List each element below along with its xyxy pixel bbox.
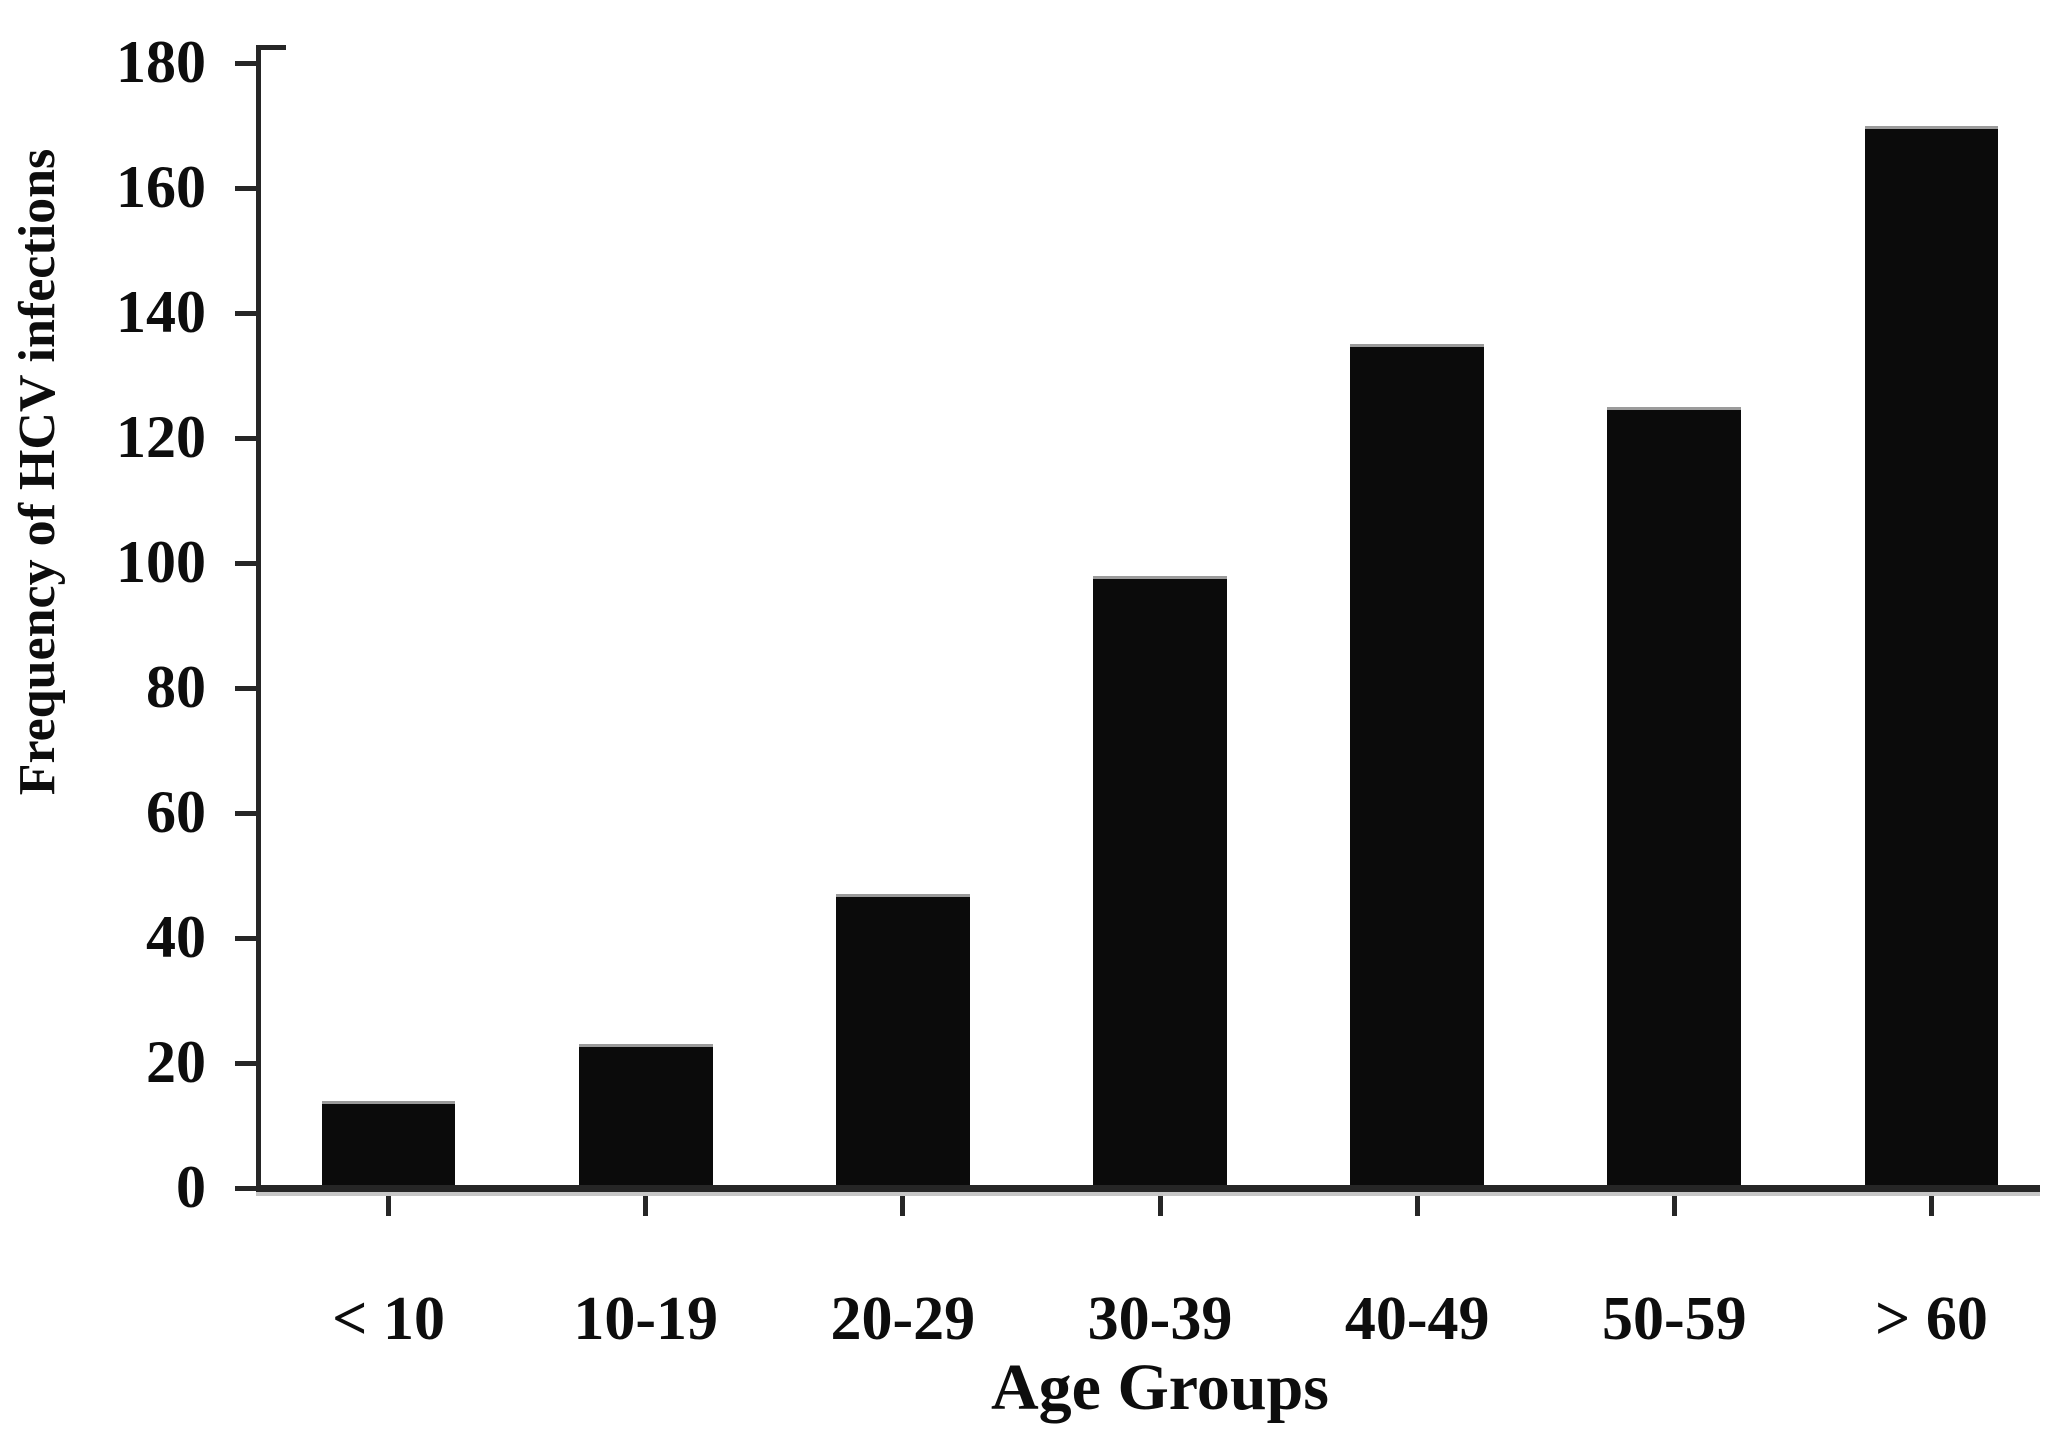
- x-axis-title: Age Groups: [991, 1351, 1329, 1424]
- x-tick-label: 50-59: [1601, 1285, 1747, 1353]
- y-tick-label: 0: [176, 1153, 206, 1220]
- y-tick-mark: [235, 560, 257, 566]
- y-tick-label: 180: [116, 28, 206, 95]
- bar: [836, 894, 970, 1188]
- y-tick-mark: [235, 810, 257, 816]
- y-tick-label: 120: [116, 403, 206, 470]
- y-tick-label: 40: [146, 903, 206, 970]
- y-tick-mark: [235, 60, 257, 66]
- x-tick-label: < 10: [332, 1285, 445, 1353]
- x-tick-mark: [1157, 1196, 1163, 1216]
- x-tick-label: 40-49: [1344, 1285, 1490, 1353]
- y-axis-line: [256, 45, 261, 1192]
- y-tick-label: 20: [146, 1028, 206, 1095]
- y-tick-mark: [235, 185, 257, 191]
- x-tick-mark: [1414, 1196, 1420, 1216]
- y-tick-mark: [235, 435, 257, 441]
- x-axis-line-shadow: [256, 1192, 2040, 1196]
- y-axis-top-cap: [256, 45, 286, 50]
- y-tick-mark: [235, 310, 257, 316]
- y-tick-label: 140: [116, 278, 206, 345]
- x-tick-mark: [386, 1196, 392, 1216]
- x-axis-line: [256, 1185, 2040, 1192]
- bar: [1350, 344, 1484, 1188]
- x-tick-label: 20-29: [830, 1285, 976, 1353]
- y-tick-label: 60: [146, 778, 206, 845]
- x-tick-mark: [1928, 1196, 1934, 1216]
- bar: [321, 1100, 456, 1188]
- y-tick-label: 100: [116, 528, 206, 595]
- y-tick-label: 80: [146, 653, 206, 720]
- bar: [1607, 406, 1742, 1188]
- y-tick-mark: [235, 1060, 257, 1066]
- bar: [578, 1044, 713, 1188]
- x-tick-mark: [1671, 1196, 1677, 1216]
- bar: [1093, 575, 1227, 1188]
- bar: [1864, 125, 1999, 1188]
- y-tick-label: 160: [116, 153, 206, 220]
- x-tick-label: 10-19: [573, 1285, 719, 1353]
- y-tick-mark: [235, 685, 257, 691]
- y-tick-mark: [235, 1185, 257, 1191]
- x-tick-mark: [900, 1196, 906, 1216]
- y-tick-mark: [235, 935, 257, 941]
- x-tick-mark: [643, 1196, 649, 1216]
- x-tick-label: > 60: [1875, 1285, 1988, 1353]
- x-tick-label: 30-39: [1087, 1285, 1233, 1353]
